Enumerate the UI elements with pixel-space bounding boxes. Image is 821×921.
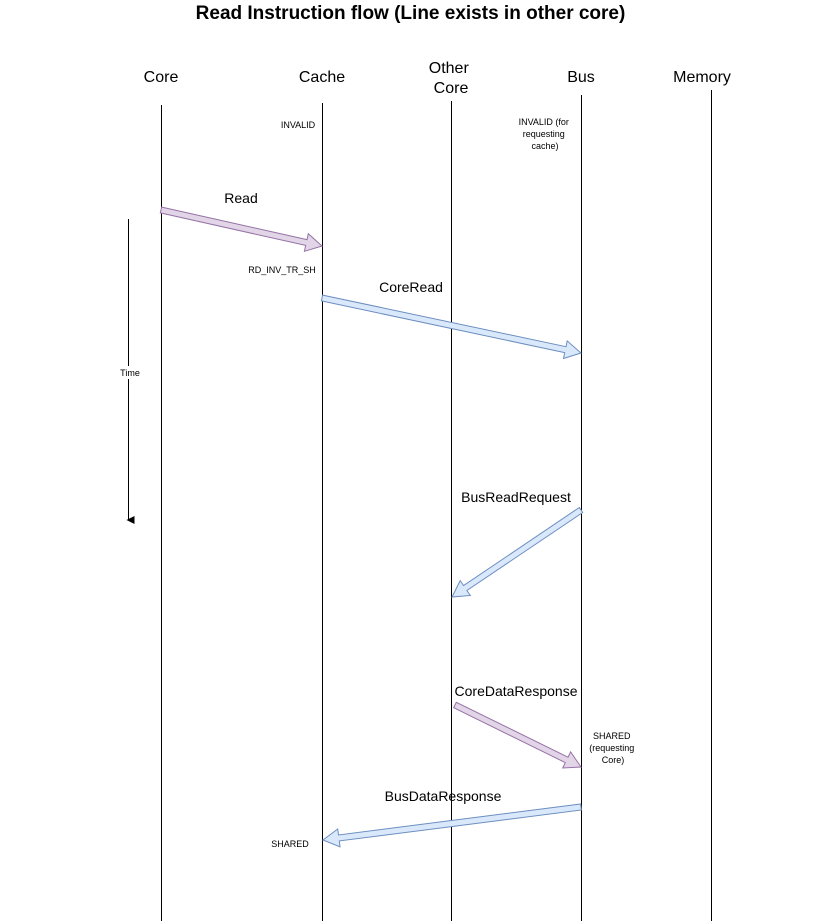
state-bus-shared: SHARED (requesting Core) xyxy=(589,731,637,765)
lane-label-bus: Bus xyxy=(567,69,595,86)
state-bus-invalid-line-1: INVALID (for xyxy=(519,117,569,127)
arrow-bus-read-request xyxy=(451,506,584,598)
state-cache-transient: RD_INV_TR_SH xyxy=(248,265,316,275)
state-bus-shared-line-3: Core) xyxy=(602,755,625,765)
state-bus-invalid: INVALID (for requesting cache) xyxy=(519,117,572,151)
state-bus-invalid-line-2: requesting xyxy=(523,129,565,139)
lane-label-cache-line-1: Cache xyxy=(299,69,345,86)
state-cache-shared: SHARED xyxy=(271,839,309,849)
time-label-background xyxy=(118,366,140,379)
message-label-core-data-response: CoreDataResponse xyxy=(455,683,578,699)
arrow-read xyxy=(159,206,323,253)
state-bus-shared-line-2: (requesting xyxy=(589,743,634,753)
arrow-bus-data-response xyxy=(321,803,582,848)
time-label: Time xyxy=(120,368,140,378)
state-bus-invalid-line-3: cache) xyxy=(531,141,558,151)
lane-label-memory: Memory xyxy=(673,69,731,86)
state-cache-transient-line-1: RD_INV_TR_SH xyxy=(248,265,316,275)
state-cache-invalid-line-1: INVALID xyxy=(281,120,316,130)
state-cache-shared-line-1: SHARED xyxy=(271,839,309,849)
message-label-bus-data-response: BusDataResponse xyxy=(385,788,502,804)
lane-label-core: Core xyxy=(144,69,179,86)
lane-label-memory-line-1: Memory xyxy=(673,69,731,86)
lane-label-other-core: Other Core xyxy=(429,60,473,97)
message-label-read: Read xyxy=(224,190,257,206)
message-label-bus-read-request: BusReadRequest xyxy=(461,489,571,505)
diagram-title: Read Instruction flow (Line exists in ot… xyxy=(195,3,626,24)
lane-label-cache: Cache xyxy=(299,69,345,86)
message-label-core-read: CoreRead xyxy=(379,279,443,295)
state-bus-shared-line-1: SHARED xyxy=(593,731,631,741)
arrow-core-data-response xyxy=(453,701,582,769)
lane-label-bus-line-1: Bus xyxy=(567,69,595,86)
lane-label-other-core-line-2: Core xyxy=(434,80,469,97)
lane-label-other-core-line-1: Other xyxy=(429,60,470,77)
state-cache-invalid: INVALID xyxy=(281,120,316,130)
lane-label-core-line-1: Core xyxy=(144,69,179,86)
arrow-core-read xyxy=(320,294,582,360)
